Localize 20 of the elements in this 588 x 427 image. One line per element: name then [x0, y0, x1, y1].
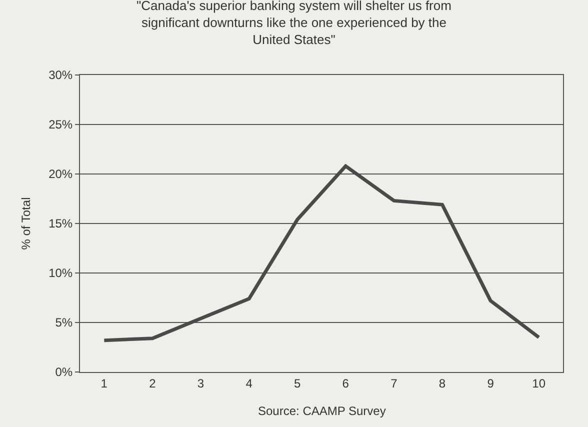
y-tick-label: 30%: [48, 68, 73, 82]
x-tick-label: 4: [246, 376, 253, 390]
y-tick-label: 5%: [55, 316, 73, 330]
y-tick-label: 25%: [48, 118, 73, 132]
x-tick-label: 6: [342, 376, 350, 390]
x-tick-label: 1: [100, 376, 108, 390]
y-tick-label: 20%: [48, 167, 73, 182]
source-note: Source: CAAMP Survey: [258, 404, 386, 418]
y-tick-label: 10%: [48, 266, 73, 280]
y-tick-label: 15%: [48, 216, 73, 231]
x-tick-label: 3: [197, 376, 204, 390]
x-tick-label: 8: [438, 376, 446, 390]
x-tick-label: 2: [149, 376, 156, 390]
chart-title: "Canada's superior banking system will shelter us from significant downturns like the one experienced by the United States": [136, 0, 452, 47]
y-tick-label: 0%: [55, 365, 73, 380]
x-tick-label: 10: [532, 376, 546, 390]
x-tick-label: 5: [294, 376, 302, 390]
x-tick-label: 9: [487, 376, 494, 390]
y-axis-title: % of Total: [18, 197, 33, 250]
x-tick-label: 7: [390, 376, 398, 390]
